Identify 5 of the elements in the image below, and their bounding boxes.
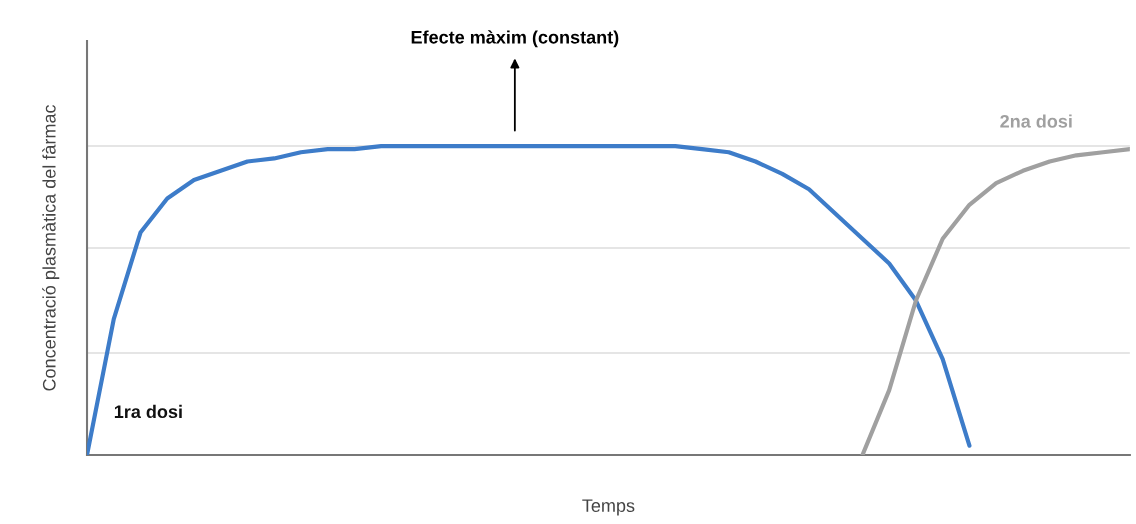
series-label: 2na dosi bbox=[1000, 114, 1072, 128]
y-axis-title: Concentració plasmàtica del fàrmac bbox=[42, 104, 60, 391]
series-label: 1ra dosi bbox=[114, 404, 182, 419]
x-axis-title: Temps bbox=[582, 499, 635, 516]
text: Efecte màxim (constant) bbox=[411, 30, 619, 48]
